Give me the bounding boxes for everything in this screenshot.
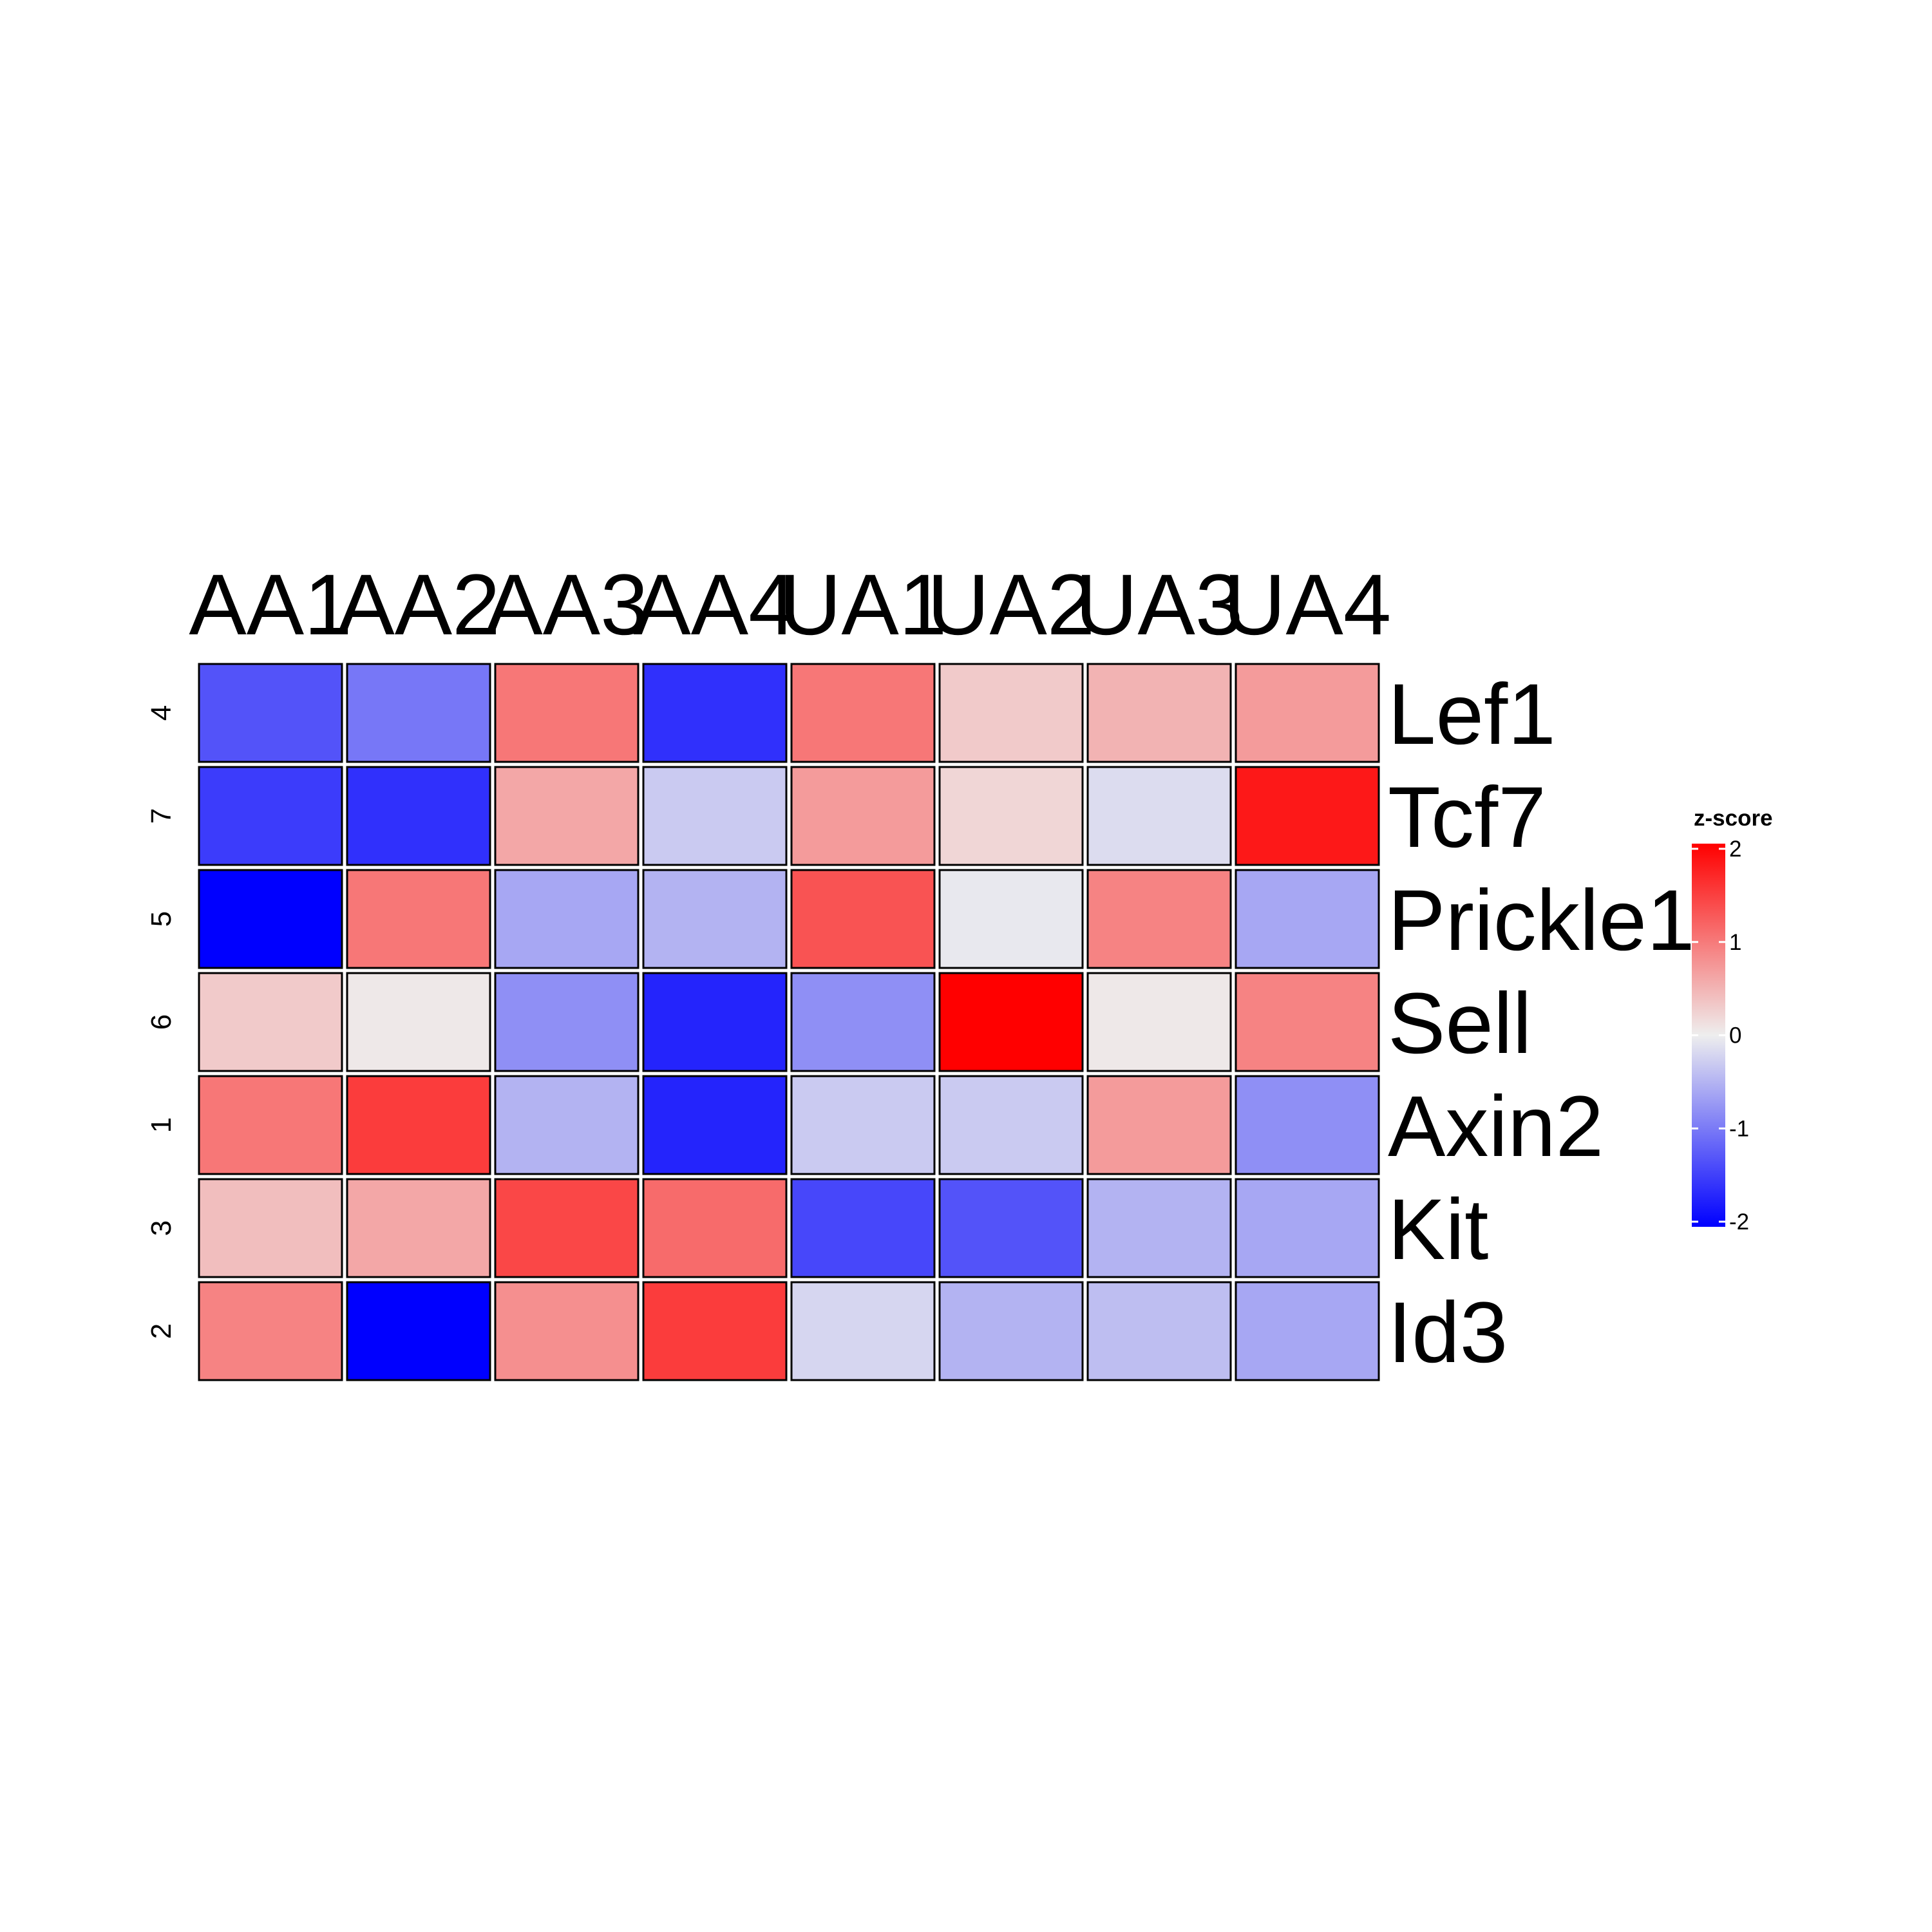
row-label-sell: Sell — [1388, 976, 1531, 1072]
row-cluster-label-6: 6 — [146, 1014, 177, 1030]
heatmap-cell-kit-aa2 — [346, 1178, 491, 1278]
column-label-aa2: AA2 — [337, 557, 500, 653]
heatmap-cell-sell-ua3 — [1086, 972, 1232, 1072]
heatmap-cell-kit-ua1 — [790, 1178, 936, 1278]
column-label-aa4: AA4 — [633, 557, 796, 653]
row-cluster-label-1: 1 — [146, 1117, 177, 1133]
heatmap-cell-lef1-aa1 — [198, 663, 343, 763]
heatmap-cell-kit-aa4 — [642, 1178, 788, 1278]
heatmap-cell-kit-ua3 — [1086, 1178, 1232, 1278]
legend-tick-label: 1 — [1729, 930, 1741, 955]
row-label-id3: Id3 — [1388, 1285, 1508, 1381]
legend-tick-label: 0 — [1729, 1023, 1741, 1048]
heatmap-cell-lef1-aa4 — [642, 663, 788, 763]
legend-tick-label: 2 — [1729, 837, 1741, 862]
heatmap-cell-sell-ua4 — [1235, 972, 1380, 1072]
heatmap-cell-kit-aa3 — [494, 1178, 639, 1278]
heatmap-cell-lef1-aa2 — [346, 663, 491, 763]
heatmap-cell-axin2-aa2 — [346, 1075, 491, 1175]
row-cluster-label-2: 2 — [146, 1323, 177, 1339]
row-cluster-label-4: 4 — [146, 705, 177, 721]
heatmap-cell-id3-ua4 — [1235, 1281, 1380, 1381]
heatmap-cell-tcf7-ua4 — [1235, 766, 1380, 866]
heatmap-cell-lef1-ua4 — [1235, 663, 1380, 763]
heatmap-cell-tcf7-ua1 — [790, 766, 936, 866]
heatmap-cell-prickle1-ua2 — [938, 869, 1084, 969]
heatmap-cell-tcf7-ua2 — [938, 766, 1084, 866]
color-legend: z-score 2 1 0 -1 -2 — [1692, 806, 1773, 1235]
row-label-prickle1: Prickle1 — [1388, 873, 1695, 969]
legend-tick-label: -2 — [1729, 1209, 1749, 1235]
column-label-ua4: UA4 — [1224, 557, 1392, 653]
heatmap-cell-axin2-ua2 — [938, 1075, 1084, 1175]
row-cluster-label-7: 7 — [146, 808, 177, 824]
heatmap-cell-axin2-aa4 — [642, 1075, 788, 1175]
heatmap-cells — [198, 663, 1380, 1381]
heatmap-cell-lef1-ua1 — [790, 663, 936, 763]
row-cluster-label-3: 3 — [146, 1220, 177, 1236]
heatmap-cell-tcf7-aa2 — [346, 766, 491, 866]
row-label-kit: Kit — [1388, 1182, 1488, 1278]
heatmap-cell-sell-aa1 — [198, 972, 343, 1072]
column-label-ua1: UA1 — [779, 557, 947, 653]
heatmap-cell-id3-aa4 — [642, 1281, 788, 1381]
heatmap-cell-id3-aa1 — [198, 1281, 343, 1381]
heatmap-cell-id3-ua1 — [790, 1281, 936, 1381]
heatmap-cell-prickle1-aa4 — [642, 869, 788, 969]
heatmap-cell-id3-ua2 — [938, 1281, 1084, 1381]
row-cluster-label-5: 5 — [146, 911, 177, 927]
heatmap-cell-id3-aa2 — [346, 1281, 491, 1381]
heatmap-cell-id3-aa3 — [494, 1281, 639, 1381]
heatmap-cell-kit-ua4 — [1235, 1178, 1380, 1278]
column-label-ua2: UA2 — [927, 557, 1095, 653]
heatmap-cell-tcf7-aa4 — [642, 766, 788, 866]
legend-title: z-score — [1694, 806, 1773, 831]
column-label-aa3: AA3 — [485, 557, 648, 653]
heatmap-cell-axin2-ua1 — [790, 1075, 936, 1175]
heatmap-cell-axin2-ua4 — [1235, 1075, 1380, 1175]
heatmap-cell-lef1-ua2 — [938, 663, 1084, 763]
heatmap-cell-axin2-aa1 — [198, 1075, 343, 1175]
row-label-axin2: Axin2 — [1388, 1079, 1604, 1175]
heatmap-cell-sell-ua2 — [938, 972, 1084, 1072]
heatmap-cell-prickle1-ua3 — [1086, 869, 1232, 969]
heatmap-cell-tcf7-aa1 — [198, 766, 343, 866]
heatmap-cell-sell-aa4 — [642, 972, 788, 1072]
heatmap-cell-id3-ua3 — [1086, 1281, 1232, 1381]
heatmap-cell-axin2-ua3 — [1086, 1075, 1232, 1175]
row-cluster-labels: 4 7 5 6 1 3 2 — [146, 705, 177, 1339]
heatmap-cell-axin2-aa3 — [494, 1075, 639, 1175]
column-label-ua3: UA3 — [1075, 557, 1244, 653]
heatmap-cell-kit-ua2 — [938, 1178, 1084, 1278]
heatmap-cell-prickle1-aa3 — [494, 869, 639, 969]
heatmap-cell-sell-ua1 — [790, 972, 936, 1072]
heatmap-cell-tcf7-aa3 — [494, 766, 639, 866]
heatmap-cell-sell-aa2 — [346, 972, 491, 1072]
legend-ticks: 2 1 0 -1 -2 — [1692, 837, 1749, 1235]
row-label-tcf7: Tcf7 — [1388, 770, 1546, 866]
heatmap-cell-kit-aa1 — [198, 1178, 343, 1278]
heatmap-cell-lef1-aa3 — [494, 663, 639, 763]
heatmap-cell-prickle1-ua1 — [790, 869, 936, 969]
heatmap-cell-tcf7-ua3 — [1086, 766, 1232, 866]
heatmap-cell-prickle1-aa1 — [198, 869, 343, 969]
heatmap-cell-prickle1-ua4 — [1235, 869, 1380, 969]
row-label-lef1: Lef1 — [1388, 667, 1556, 762]
heatmap-cell-lef1-ua3 — [1086, 663, 1232, 763]
heatmap-cell-sell-aa3 — [494, 972, 639, 1072]
legend-tick-label: -1 — [1729, 1116, 1749, 1141]
heatmap-cell-prickle1-aa2 — [346, 869, 491, 969]
column-label-aa1: AA1 — [189, 557, 352, 653]
